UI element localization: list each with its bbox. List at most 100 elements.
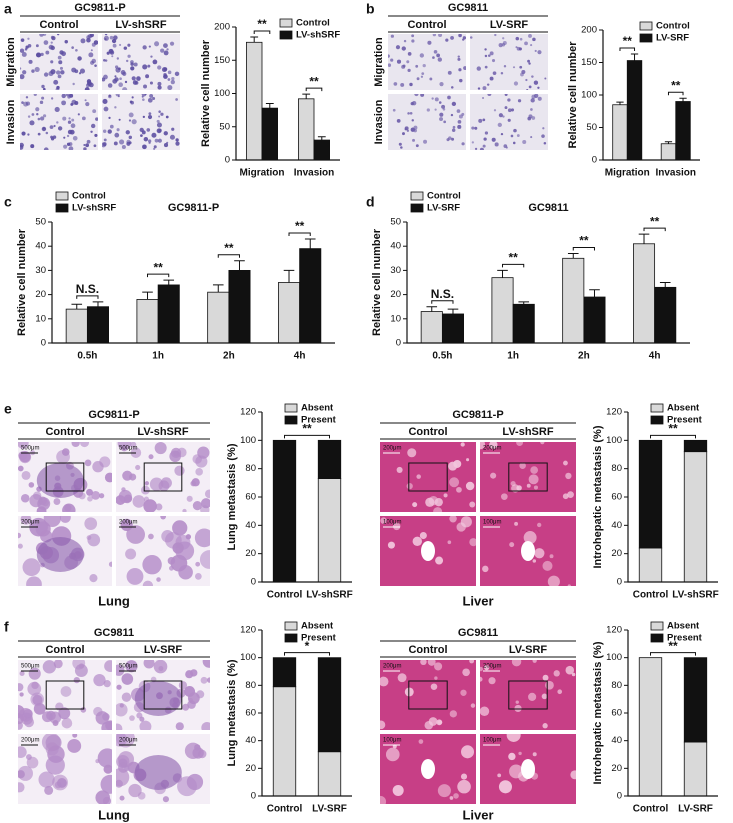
micrograph-bg — [470, 34, 548, 90]
cell — [392, 522, 401, 531]
y-axis-label: Introhepatic metastasis (%) — [592, 641, 604, 784]
cell — [20, 516, 32, 525]
cell — [86, 79, 92, 84]
cell — [434, 662, 443, 671]
cell — [142, 98, 145, 101]
cell — [420, 94, 425, 97]
cell — [125, 660, 138, 673]
cell — [480, 666, 483, 672]
cell — [528, 474, 539, 485]
micrograph — [380, 442, 476, 512]
cell — [79, 68, 86, 74]
cell — [43, 40, 49, 45]
legend-swatch — [410, 191, 424, 201]
x-tick-label: LV-shSRF — [306, 590, 352, 601]
block-title: GC9811-P — [88, 409, 139, 421]
cell — [119, 139, 125, 145]
y-tick-label: 40 — [245, 735, 256, 746]
block-title: GC9811 — [458, 627, 498, 639]
x-tick-label: Migration — [240, 168, 285, 179]
cell — [406, 60, 410, 64]
cell — [175, 98, 178, 101]
column-label: LV-SRF — [490, 19, 529, 31]
significance-label: ** — [295, 219, 305, 233]
cell — [169, 41, 175, 46]
cell — [571, 672, 576, 677]
legend-swatch — [279, 18, 293, 28]
cell — [480, 442, 486, 450]
cell — [27, 37, 30, 40]
y-tick-label: 40 — [245, 520, 256, 531]
cell — [204, 489, 210, 499]
cell — [20, 48, 25, 53]
x-tick-label: Control — [267, 804, 303, 815]
cell — [456, 522, 466, 532]
cell — [18, 683, 24, 692]
cell — [163, 50, 169, 56]
block-title: GC9811-P — [74, 2, 125, 14]
cell — [108, 94, 112, 99]
cell — [43, 516, 61, 528]
cell — [57, 74, 62, 79]
x-tick-label: LV-shSRF — [672, 590, 718, 601]
cell — [400, 82, 405, 87]
cell — [19, 670, 25, 676]
cell — [102, 142, 107, 147]
cell — [469, 660, 475, 664]
cell — [39, 116, 45, 121]
y-tick-label: 80 — [245, 680, 256, 691]
micrograph — [380, 516, 476, 586]
cell — [148, 45, 151, 48]
cell — [154, 41, 160, 47]
column-label: Control — [408, 644, 447, 656]
micrograph-content — [388, 34, 466, 90]
legend-swatch — [55, 191, 69, 201]
cell — [50, 97, 54, 100]
cell — [148, 533, 154, 540]
significance-bracket — [284, 434, 330, 439]
significance-label: ** — [668, 422, 678, 436]
cell — [432, 34, 437, 37]
cell — [78, 492, 86, 500]
cell — [112, 43, 117, 48]
cell — [132, 80, 138, 85]
cell — [200, 676, 208, 684]
cell — [143, 499, 157, 512]
cell — [36, 113, 39, 116]
cell — [503, 65, 507, 68]
cell — [527, 59, 530, 63]
cell — [388, 54, 390, 58]
legend-swatch — [410, 203, 424, 213]
cell — [415, 64, 419, 68]
legend-swatch — [55, 203, 69, 213]
cell — [44, 785, 54, 795]
cell — [64, 39, 68, 44]
cell — [95, 117, 98, 121]
cell — [460, 689, 467, 696]
cell — [530, 44, 533, 47]
y-tick-label: 20 — [35, 289, 46, 300]
vessel — [521, 541, 535, 561]
cell — [462, 668, 470, 677]
cell — [86, 488, 93, 496]
cell — [139, 720, 152, 730]
cell — [435, 556, 444, 565]
micrograph — [116, 442, 210, 512]
cell — [563, 460, 568, 466]
cell — [68, 117, 71, 120]
cell — [77, 56, 82, 61]
cell — [83, 147, 87, 150]
cell — [533, 80, 539, 85]
bar — [299, 248, 322, 344]
y-tick-label: 120 — [240, 407, 256, 418]
cell — [449, 796, 454, 800]
cell — [119, 703, 124, 708]
cell — [532, 752, 537, 757]
micrograph-content — [380, 734, 476, 804]
cell — [41, 84, 45, 89]
scale-bar-label: 200μm — [21, 738, 39, 744]
cell — [56, 121, 59, 124]
scale-bar-label: 500μm — [119, 446, 137, 452]
cell — [31, 69, 35, 73]
